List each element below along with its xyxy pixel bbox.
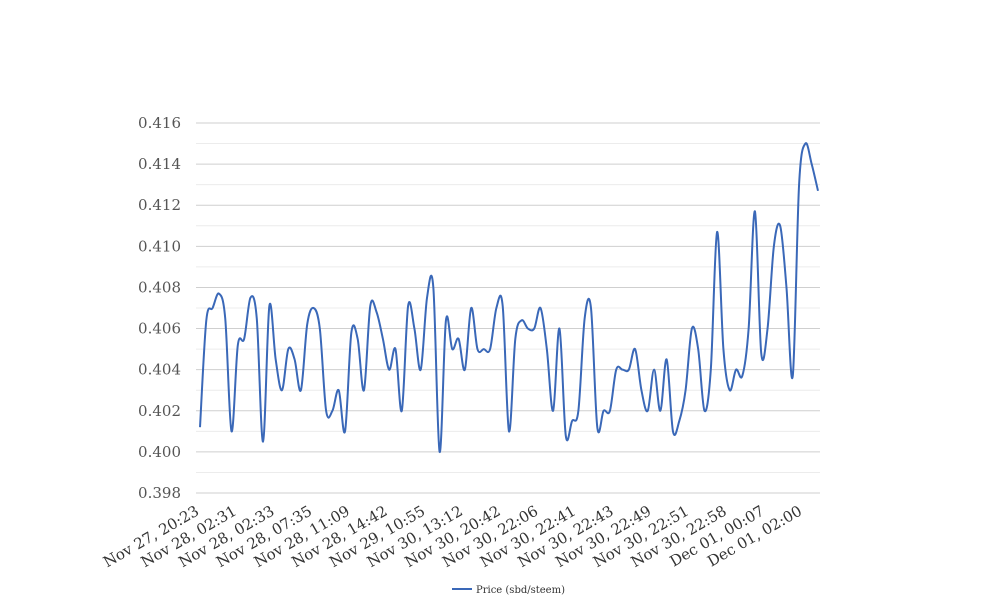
y-tick-label: 0.410 (138, 237, 181, 255)
y-tick-label: 0.402 (138, 402, 181, 420)
series-layer (199, 142, 819, 453)
series-line-price (199, 142, 819, 453)
y-axis-ticks: 0.398 0.400 0.402 0.404 0.406 0.408 0.410 0.412… (138, 114, 181, 502)
legend: Price (sbd/steem) (452, 585, 565, 596)
y-tick-label: 0.400 (138, 443, 181, 461)
y-tick-label: 0.406 (138, 320, 181, 338)
y-tick-label: 0.412 (138, 196, 181, 214)
y-tick-label: 0.408 (138, 278, 181, 296)
legend-label: Price (sbd/steem) (476, 585, 565, 596)
y-tick-label: 0.416 (138, 114, 181, 132)
gridlines (196, 122, 820, 494)
y-tick-label: 0.404 (138, 361, 181, 379)
y-tick-label: 0.414 (138, 155, 181, 173)
y-tick-label: 0.398 (138, 484, 181, 502)
